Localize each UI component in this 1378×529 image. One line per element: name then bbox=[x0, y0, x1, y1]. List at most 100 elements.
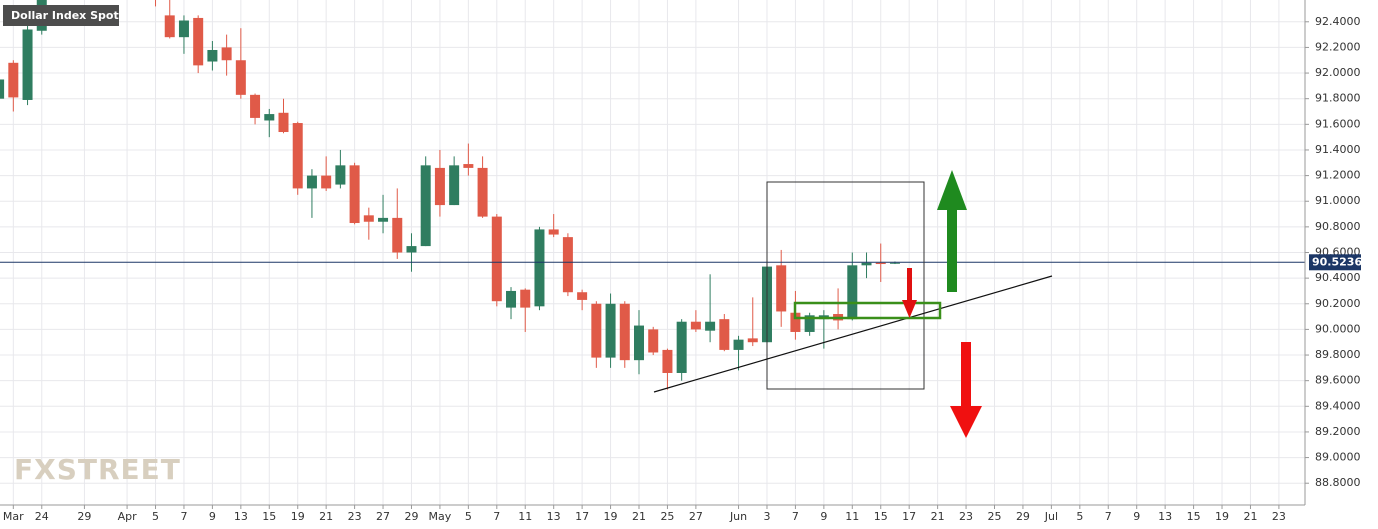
candle-body bbox=[676, 321, 687, 373]
x-tick-label: 23 bbox=[959, 510, 973, 523]
candle-body bbox=[804, 315, 815, 332]
x-tick-label: 7 bbox=[180, 510, 187, 523]
candle-body bbox=[861, 262, 872, 266]
candle-body bbox=[363, 215, 374, 222]
candle-body bbox=[463, 164, 474, 168]
candle-body bbox=[207, 49, 218, 62]
y-tick-label: 91.6000 bbox=[1315, 117, 1361, 130]
candle-body bbox=[534, 229, 545, 307]
x-tick-label: Jun bbox=[729, 510, 747, 523]
y-tick-label: 92.0000 bbox=[1315, 66, 1361, 79]
y-tick-label: 89.4000 bbox=[1315, 399, 1361, 412]
y-tick-label: 91.8000 bbox=[1315, 92, 1361, 105]
y-tick-label: 91.4000 bbox=[1315, 143, 1361, 156]
x-tick-label: 13 bbox=[547, 510, 561, 523]
support-zone bbox=[793, 301, 942, 320]
candle-body bbox=[889, 262, 900, 264]
x-tick-label: 7 bbox=[493, 510, 500, 523]
candle-body bbox=[875, 262, 886, 265]
y-tick-label: 90.4000 bbox=[1315, 271, 1361, 284]
x-tick-label: 19 bbox=[604, 510, 618, 523]
x-tick-label: 27 bbox=[376, 510, 390, 523]
candle-body bbox=[705, 321, 716, 331]
candle-body bbox=[591, 303, 602, 358]
last-price-label: 90.5236 bbox=[1312, 255, 1362, 268]
candle-body bbox=[193, 17, 204, 66]
candle-body bbox=[235, 60, 246, 95]
range-box bbox=[766, 181, 925, 390]
candle-body bbox=[392, 217, 403, 253]
candle-body bbox=[406, 246, 417, 253]
candle-body bbox=[164, 15, 175, 38]
candle-body bbox=[221, 47, 232, 61]
candle-body bbox=[378, 217, 389, 222]
candle-body bbox=[719, 319, 730, 350]
annotations bbox=[653, 170, 1053, 438]
x-tick-label: 23 bbox=[348, 510, 362, 523]
candle-body bbox=[292, 123, 303, 189]
x-tick-label: 17 bbox=[902, 510, 916, 523]
last-price-box bbox=[1309, 254, 1361, 271]
candle-body bbox=[434, 167, 445, 206]
x-tick-label: 7 bbox=[792, 510, 799, 523]
candle-body bbox=[420, 165, 431, 247]
x-tick-label: 15 bbox=[1187, 510, 1201, 523]
candle-body bbox=[562, 237, 573, 293]
candle-body bbox=[634, 325, 644, 361]
candle-body bbox=[577, 292, 588, 300]
x-tick-label: 25 bbox=[988, 510, 1002, 523]
y-tick-label: 90.8000 bbox=[1315, 220, 1361, 233]
candle-body bbox=[790, 312, 801, 332]
candles bbox=[0, 0, 1305, 390]
candle-body bbox=[847, 265, 858, 320]
x-tick-label: 21 bbox=[931, 510, 945, 523]
x-tick-label: 5 bbox=[465, 510, 472, 523]
candle-body bbox=[690, 321, 701, 330]
title-box bbox=[3, 5, 119, 26]
y-tick-label: 90.0000 bbox=[1315, 322, 1361, 335]
candle-body bbox=[0, 79, 5, 99]
x-tick-label: 24 bbox=[35, 510, 49, 523]
x-tick-label: 23 bbox=[1272, 510, 1286, 523]
candle-body bbox=[520, 289, 531, 308]
x-tick-label: 19 bbox=[1215, 510, 1229, 523]
x-tick-label: 11 bbox=[845, 510, 859, 523]
x-tick-label: 7 bbox=[1105, 510, 1112, 523]
y-tick-label: 88.8000 bbox=[1315, 476, 1361, 489]
x-tick-label: 5 bbox=[152, 510, 159, 523]
x-tick-label: Jul bbox=[1044, 510, 1058, 523]
x-tick-label: 21 bbox=[632, 510, 646, 523]
candle-body bbox=[747, 338, 758, 343]
y-tick-label: 89.8000 bbox=[1315, 348, 1361, 361]
x-tick-label: 25 bbox=[660, 510, 674, 523]
watermark: FXSTREET bbox=[14, 453, 181, 486]
x-tick-label: 11 bbox=[518, 510, 532, 523]
candle-body bbox=[506, 290, 517, 308]
trend-line bbox=[653, 275, 1053, 393]
candle-body bbox=[250, 94, 261, 118]
x-tick-label: 9 bbox=[820, 510, 827, 523]
candle-body bbox=[619, 303, 630, 361]
candle-body bbox=[22, 29, 33, 100]
axes: 88.8000 89.0000 89.2000 89.4000 89.6000 89.80… bbox=[3, 15, 1363, 523]
y-tick-label: 89.2000 bbox=[1315, 425, 1361, 438]
x-tick-label: 21 bbox=[1243, 510, 1257, 523]
down-arrow bbox=[950, 342, 982, 438]
candle-body bbox=[491, 216, 502, 302]
x-tick-label: 29 bbox=[404, 510, 418, 523]
candle-body bbox=[335, 165, 346, 185]
candle-body bbox=[278, 112, 289, 133]
y-tick-label: 89.6000 bbox=[1315, 374, 1361, 387]
y-tick-label: 92.2000 bbox=[1315, 40, 1361, 53]
candle-body bbox=[264, 114, 275, 121]
x-tick-label: 29 bbox=[1016, 510, 1030, 523]
x-tick-label: May bbox=[429, 510, 452, 523]
y-tick-label: 89.0000 bbox=[1315, 451, 1361, 464]
x-tick-label: 13 bbox=[234, 510, 248, 523]
candle-body bbox=[477, 167, 488, 217]
x-tick-label: 5 bbox=[1076, 510, 1083, 523]
x-tick-label: 3 bbox=[763, 510, 770, 523]
candle-body bbox=[449, 165, 460, 206]
x-tick-label: 17 bbox=[575, 510, 589, 523]
up-arrow bbox=[937, 170, 967, 292]
